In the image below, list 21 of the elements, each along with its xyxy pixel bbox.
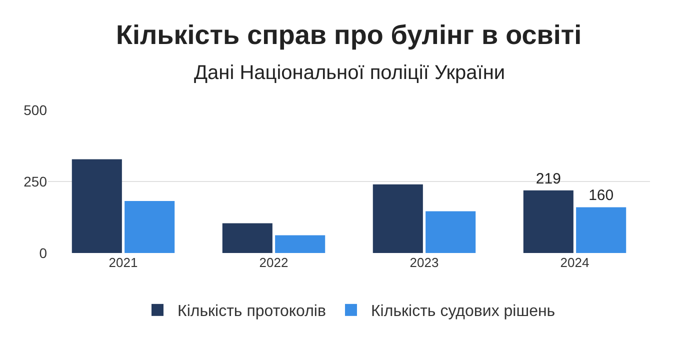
y-tick-label: 500 — [24, 102, 48, 118]
y-tick-label: 250 — [24, 173, 48, 190]
y-tick-label: 0 — [39, 244, 48, 261]
bar — [372, 184, 423, 253]
bar — [576, 207, 626, 253]
bar — [222, 223, 272, 253]
bar — [426, 211, 476, 253]
x-tick-label: 2021 — [108, 255, 138, 270]
data-label: 219 — [536, 170, 561, 188]
bar — [523, 190, 574, 253]
bar — [275, 235, 326, 253]
x-tick-label: 2024 — [560, 255, 590, 270]
chart-title: Кількість справ про булінг в освіті — [116, 20, 582, 50]
x-tick-label: 2022 — [259, 255, 288, 270]
data-label: 160 — [588, 187, 614, 204]
legend-label: Кількість судових рішень — [370, 303, 556, 320]
chart-subtitle: Дані Національної поліції України — [194, 62, 506, 84]
bar — [124, 200, 175, 253]
x-tick-label: 2023 — [410, 255, 439, 270]
legend-label: Кількість протоколів — [178, 303, 326, 320]
bar — [72, 159, 122, 253]
